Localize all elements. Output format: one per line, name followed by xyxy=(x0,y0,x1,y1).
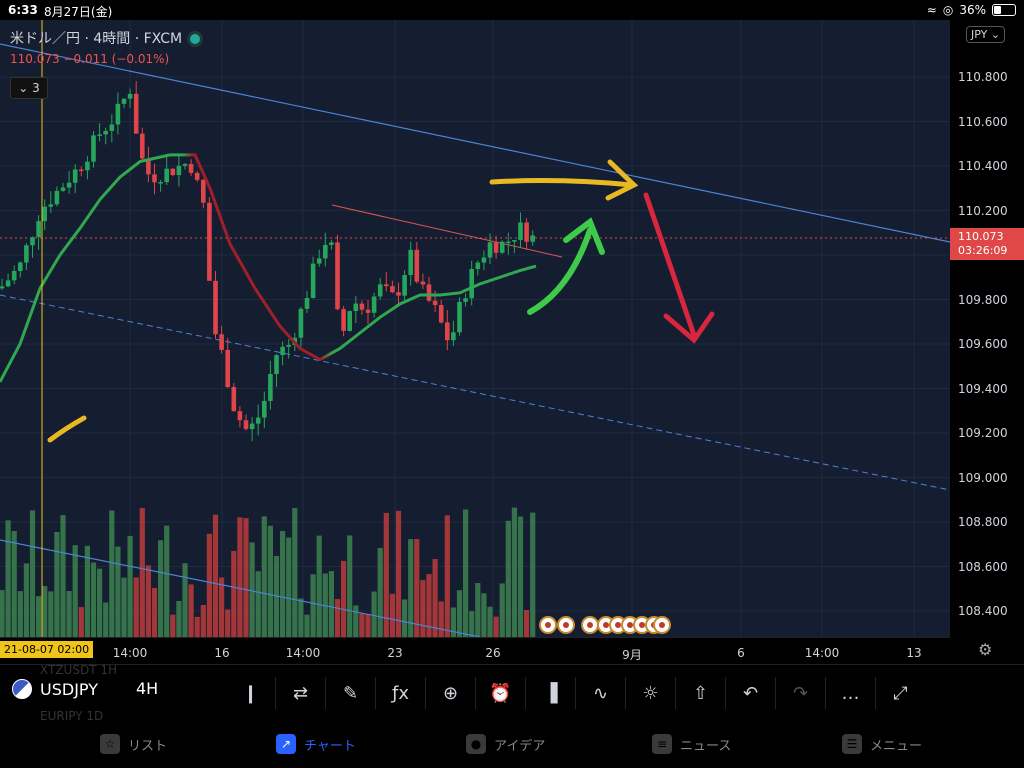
price-tick-label: 110.800 xyxy=(958,70,1008,84)
time-tick-label: 13 xyxy=(906,646,922,660)
compare-icon[interactable]: ⇄ xyxy=(275,677,325,709)
price-tick-label: 110.600 xyxy=(958,114,1008,129)
price-tick-label: 109.200 xyxy=(958,426,1008,440)
price-tick-label: 110.200 xyxy=(958,203,1008,218)
battery-percent: 36% xyxy=(959,3,986,17)
channel-lower-line[interactable] xyxy=(0,539,481,637)
indicator-icon[interactable]: ƒx xyxy=(375,677,425,709)
chart-area[interactable]: 110.800110.600110.400110.200110.000109.8… xyxy=(0,20,1024,665)
share-icon[interactable]: ⇧ xyxy=(675,677,725,709)
price-tick-label: 110.400 xyxy=(958,159,1008,173)
time-tick-label: 16 xyxy=(214,646,230,660)
time-tick-label: 14:00 xyxy=(285,646,321,660)
time-tick-label: 9月 xyxy=(622,648,642,662)
price-tick-label: 109.600 xyxy=(958,337,1008,351)
time-axis[interactable]: 21-08-07 02:00 14:00 16 14:00 23 26 9月 6 14:00 1… xyxy=(0,637,950,665)
time-tick-label: 6 xyxy=(737,646,745,660)
yellow-arrow-annotation xyxy=(489,159,639,201)
wifi-icon: ≈ xyxy=(926,3,937,17)
tab-menu[interactable]: ☰ メニュー xyxy=(842,734,922,754)
timeframe-button[interactable]: 4H xyxy=(136,679,159,698)
time-tick-label: 23 xyxy=(387,646,403,660)
channel-mid-line[interactable] xyxy=(0,294,950,491)
price-tick-label: 108.600 xyxy=(958,559,1008,574)
crosshair-date-label: 21-08-07 02:00 xyxy=(0,641,94,658)
settings-gear-icon[interactable]: ⚙ xyxy=(978,640,993,659)
ghost-watchlist-item: XTZUSDT 1H xyxy=(40,663,118,677)
candles-icon[interactable]: ❙ xyxy=(242,682,259,704)
more-icon[interactable]: … xyxy=(825,677,875,709)
volume-bars xyxy=(0,507,536,637)
add-icon[interactable]: ⊕ xyxy=(425,677,475,709)
tab-news[interactable]: ≡ ニュース xyxy=(652,734,731,754)
lock-rotation-icon: ◎ xyxy=(942,3,954,17)
status-right: ≈ ◎ 36% xyxy=(927,3,1016,17)
status-time: 6:33 xyxy=(8,3,38,17)
price-tick-label: 108.400 xyxy=(958,604,1008,618)
time-tick-label: 14:00 xyxy=(804,646,840,660)
undo-icon[interactable]: ↶ xyxy=(725,677,775,709)
chart-legend[interactable]: 米ドル／円 · 4時間 · FXCM xyxy=(10,28,201,48)
current-price-badge: 110.073 03:26:09 xyxy=(950,228,1024,260)
idea-icon[interactable]: ☼ xyxy=(625,677,675,709)
alert-icon[interactable]: ⏰ xyxy=(475,677,525,709)
redo-icon[interactable]: ↷ xyxy=(775,677,825,709)
toolbar-icons: ❙ ⇄ ✎ ƒx ⊕ ⏰ ▐ ∿ ☼ ⇧ ↶ ↷… ⤢ xyxy=(226,677,925,709)
tab-label: リスト xyxy=(128,738,168,754)
symbol-button[interactable]: USDJPY xyxy=(12,679,98,699)
tab-chart[interactable]: ↗ チャート xyxy=(276,734,356,754)
green-arrow-annotation xyxy=(527,217,605,315)
tab-star[interactable]: ☆ リスト xyxy=(100,734,167,754)
news-icon: ≡ xyxy=(652,734,672,754)
moving-average-line xyxy=(0,153,537,383)
status-date: 8月27日(金) xyxy=(44,5,113,19)
price-tick-label: 109.800 xyxy=(958,292,1008,307)
tab-label: メニュー xyxy=(870,738,923,754)
ghost-watchlist-item: EURJPY 1D xyxy=(40,709,104,723)
red-arrow-annotation xyxy=(643,192,715,344)
price-chart[interactable] xyxy=(0,20,950,637)
fullscreen-icon[interactable]: ⤢ xyxy=(875,677,925,709)
tab-label: アイデア xyxy=(494,738,546,754)
status-bar: 6:33 8月27日(金) ≈ ◎ 36% xyxy=(0,0,1024,20)
time-tick-label: 14:00 xyxy=(112,646,148,660)
menu-icon: ☰ xyxy=(842,734,862,754)
tab-label: ニュース xyxy=(680,738,732,754)
tab-label: チャート xyxy=(304,738,356,754)
plot-background xyxy=(0,20,950,637)
flag-icon xyxy=(12,679,32,699)
time-tick-label: 26 xyxy=(485,646,501,660)
bars-icon[interactable]: ▐ xyxy=(525,677,575,709)
chart-icon: ↗ xyxy=(276,734,296,754)
draw-icon[interactable]: ✎ xyxy=(325,677,375,709)
chart-type-icon[interactable]: ∿ xyxy=(575,677,625,709)
indicator-toggle[interactable]: ⌄ 3 xyxy=(10,77,48,99)
ohlc-values: 110.073 −0.011 (−0.01%) xyxy=(10,52,170,66)
bottom-toolbar: XTZUSDT 1H USDJPY 4H EURJPY 1D ❙ ⇄ ✎ ƒx ⊕ ⏰ ▐ ∿… xyxy=(0,663,1024,723)
tab-bar: ☆ リスト ↗ チャート ● アイデア ≡ ニュース ☰ メニュー xyxy=(0,720,1024,768)
price-tick-label: 109.400 xyxy=(958,381,1008,396)
currency-button[interactable]: JPY ⌄ xyxy=(966,26,1006,43)
price-axis[interactable]: 110.800110.600110.400110.200110.000109.8… xyxy=(950,20,1024,637)
battery-icon xyxy=(992,4,1016,16)
channel-upper-line[interactable] xyxy=(0,43,950,243)
market-status-icon xyxy=(190,34,201,44)
price-tick-label: 109.000 xyxy=(958,470,1008,485)
economic-event-flags[interactable] xyxy=(539,616,671,634)
bulb-icon: ● xyxy=(466,734,486,754)
star-icon: ☆ xyxy=(100,734,120,754)
yellow-mark-annotation xyxy=(47,415,87,443)
tab-bulb[interactable]: ● アイデア xyxy=(466,734,545,754)
price-tick-label: 108.800 xyxy=(958,515,1008,529)
trend-line[interactable] xyxy=(331,204,563,258)
